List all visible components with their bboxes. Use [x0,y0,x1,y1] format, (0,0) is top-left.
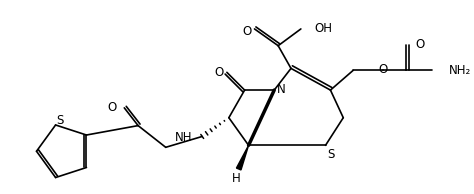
Text: H: H [232,172,241,185]
Text: S: S [327,148,334,161]
Polygon shape [237,145,248,170]
Text: O: O [214,66,224,79]
Text: OH: OH [315,23,333,36]
Text: S: S [56,113,63,126]
Text: O: O [107,101,117,114]
Text: NH₂: NH₂ [449,64,471,77]
Text: O: O [378,63,387,76]
Text: O: O [242,25,251,38]
Text: N: N [277,83,285,96]
Text: NH: NH [175,131,192,144]
Text: O: O [415,38,425,51]
